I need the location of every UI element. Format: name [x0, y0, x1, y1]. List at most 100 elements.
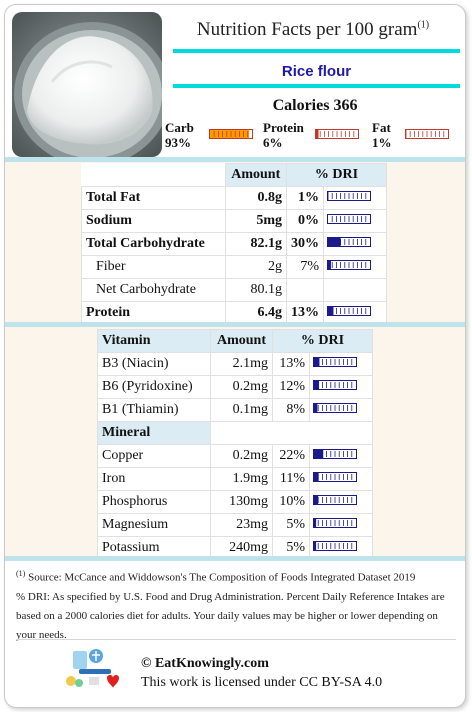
- nutrient-name: Fiber: [81, 255, 226, 279]
- amount-header: Amount: [210, 329, 273, 353]
- mineral-row-magnesium: Magnesium 23mg 5%: [97, 513, 373, 537]
- macro-fat: Fat 1%: [372, 120, 392, 150]
- dri-header: % DRI: [272, 329, 373, 353]
- mineral-dri-bar-cell: [309, 490, 373, 514]
- macro-protein: Protein 6%: [263, 120, 304, 150]
- vitamin-amount: 0.1mg: [210, 398, 273, 422]
- vitamin-header: Vitamin: [97, 329, 211, 353]
- mineral-dri: 11%: [272, 467, 310, 491]
- nutrient-name: Total Carbohydrate: [81, 232, 226, 256]
- mineral-dri-bar-cell: [309, 467, 373, 491]
- mineral-name: Magnesium: [97, 513, 211, 537]
- mineral-dri: 5%: [272, 513, 310, 537]
- macro-bar-fill: [316, 130, 319, 138]
- dri-bar: [313, 357, 357, 367]
- nutrient-name: Net Carbohydrate: [81, 278, 226, 302]
- dri-bar-fill: [314, 404, 318, 412]
- vitamin-amount: 2.1mg: [210, 352, 273, 376]
- dri-bar: [313, 518, 357, 528]
- macro-carb-percent: 93%: [165, 135, 191, 150]
- nutrient-row-total-carbohydrate: Total Carbohydrate 82.1g 30%: [81, 232, 387, 256]
- nutrition-card: Nutrition Facts per 100 gram (1) Rice flo…: [4, 4, 466, 708]
- nutrient-dri: 30%: [286, 232, 324, 256]
- dri-bar-fill: [314, 358, 320, 366]
- food-photo: [12, 12, 162, 157]
- mineral-name: Copper: [97, 444, 211, 468]
- nutrient-dri-bar-cell: [323, 255, 387, 279]
- mineral-amount: 130mg: [210, 490, 273, 514]
- vitamin-row-b3: B3 (Niacin) 2.1mg 13%: [97, 352, 373, 376]
- nutrient-amount: 6.4g: [224, 301, 287, 325]
- vitamins-minerals-table: Vitamin Amount % DRI B3 (Niacin) 2.1mg 1…: [97, 329, 373, 560]
- amount-header: Amount: [224, 163, 287, 187]
- footnote: (1) Source: McCance and Widdowson's The …: [16, 564, 456, 645]
- nutrient-row-fiber: Fiber 2g 7%: [81, 255, 387, 279]
- dri-bar-fill: [314, 519, 317, 527]
- food-name: Rice flour: [281, 63, 352, 80]
- nutrient-row-total-fat: Total Fat 0.8g 1%: [81, 186, 387, 210]
- vitamin-name: B3 (Niacin): [97, 352, 211, 376]
- vitamin-header-row: Vitamin Amount % DRI: [97, 329, 373, 353]
- vitamin-row-b1: B1 (Thiamin) 0.1mg 8%: [97, 398, 373, 422]
- footnote-ref: (1): [16, 569, 26, 578]
- mineral-row-copper: Copper 0.2mg 22%: [97, 444, 373, 468]
- nutrient-amount: 2g: [224, 255, 287, 279]
- nutrient-amount: 80.1g: [224, 278, 287, 302]
- title-text: Nutrition Facts per 100 gram: [196, 19, 418, 40]
- nutrient-amount: 0.8g: [224, 186, 287, 210]
- mineral-amount: 23mg: [210, 513, 273, 537]
- dri-bar: [313, 449, 357, 459]
- mineral-dri-bar-cell: [309, 513, 373, 537]
- nutrient-dri: [286, 278, 324, 302]
- dri-bar-fill: [328, 307, 334, 315]
- vitamin-dri-bar-cell: [309, 398, 373, 422]
- vitamin-dri: 13%: [272, 352, 310, 376]
- dri-bar: [313, 403, 357, 413]
- license-text: This work is licensed under CC BY-SA 4.0: [141, 675, 383, 690]
- macro-protein-percent: 6%: [263, 135, 283, 150]
- source-text: Source: McCance and Widdowson's The Comp…: [28, 571, 416, 584]
- eatknowingly-logo-icon: [66, 649, 119, 688]
- section-divider: [5, 157, 465, 162]
- nutrient-amount: 82.1g: [224, 232, 287, 256]
- mineral-name: Phosphorus: [97, 490, 211, 514]
- macro-carb: Carb 93%: [165, 120, 194, 150]
- mineral-amount: 1.9mg: [210, 467, 273, 491]
- macro-carb-label: Carb: [165, 120, 194, 135]
- nutrients-header-row: Amount % DRI: [82, 163, 387, 187]
- dri-bar-fill: [328, 261, 331, 269]
- vitamin-amount: 0.2mg: [210, 375, 273, 399]
- mineral-dri: 22%: [272, 444, 310, 468]
- macro-carb-bar: [209, 129, 253, 139]
- mineral-header-row: Mineral: [97, 421, 373, 445]
- vitamin-dri-bar-cell: [309, 352, 373, 376]
- nutrient-dri: 1%: [286, 186, 324, 210]
- mineral-row-iron: Iron 1.9mg 11%: [97, 467, 373, 491]
- site-credit: © EatKnowingly.com: [141, 656, 269, 671]
- nutrient-row-protein: Protein 6.4g 13%: [81, 301, 387, 325]
- dri-bar: [313, 472, 357, 482]
- vitamin-dri: 8%: [272, 398, 310, 422]
- nutrient-name: Total Fat: [81, 186, 226, 210]
- dri-bar: [327, 191, 371, 201]
- dri-bar-fill: [314, 473, 319, 481]
- food-name-underline: [173, 84, 460, 88]
- macro-protein-label: Protein: [263, 120, 304, 135]
- dri-bar-fill: [314, 381, 320, 389]
- footer-divider: [16, 639, 456, 640]
- nutrient-row-sodium: Sodium 5mg 0%: [81, 209, 387, 233]
- dri-bar: [313, 380, 357, 390]
- dri-bar-fill: [328, 238, 341, 246]
- dri-bar-fill: [314, 450, 324, 458]
- dri-bar: [313, 541, 357, 551]
- nutrient-dri: 7%: [286, 255, 324, 279]
- dri-header: % DRI: [286, 163, 387, 187]
- mineral-header: Mineral: [97, 421, 211, 445]
- dri-bar: [327, 260, 371, 270]
- mineral-dri-bar-cell: [309, 444, 373, 468]
- nutrient-row-net-carbohydrate: Net Carbohydrate 80.1g: [81, 278, 387, 302]
- mineral-dri: 10%: [272, 490, 310, 514]
- vitamin-name: B6 (Pyridoxine): [97, 375, 211, 399]
- nutrient-dri-bar-cell: [323, 209, 387, 233]
- dri-bar-fill: [314, 542, 317, 550]
